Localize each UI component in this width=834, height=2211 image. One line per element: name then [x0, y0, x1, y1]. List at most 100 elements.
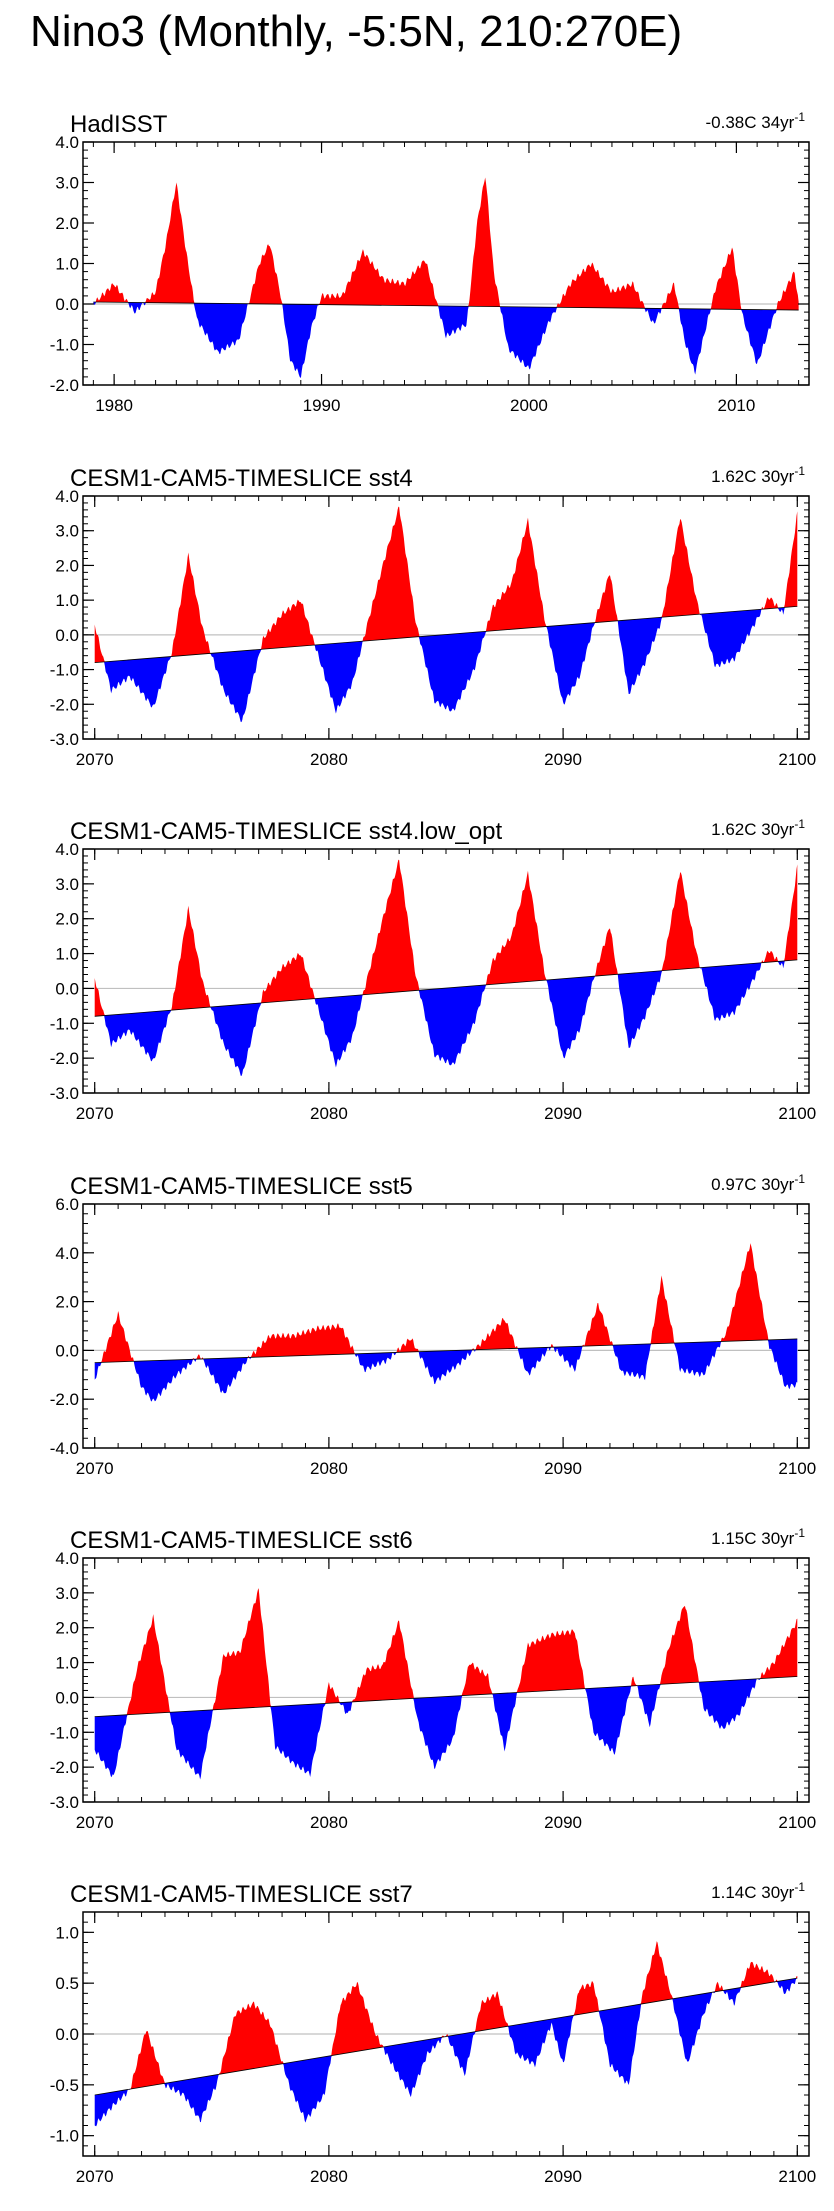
x-tick-label: 1990 [303, 396, 341, 415]
y-tick-label: 1.0 [55, 1923, 79, 1942]
anomaly-positive-area [94, 1941, 798, 2095]
panel-title: CESM1-CAM5-TIMESLICE sst7 [70, 1881, 413, 1908]
y-tick-label: -3.0 [50, 1793, 79, 1812]
trend-label: 1.14C 30yr-1 [711, 1880, 805, 1902]
y-tick-label: 3.0 [55, 522, 79, 541]
panel-title: CESM1-CAM5-TIMESLICE sst4.low_opt [70, 818, 502, 845]
y-tick-label: 0.0 [55, 626, 79, 645]
panel-title: CESM1-CAM5-TIMESLICE sst5 [70, 1173, 413, 1200]
y-tick-label: -4.0 [50, 1439, 79, 1458]
x-tick-label: 2080 [310, 1813, 348, 1832]
plot-area [83, 1243, 809, 1402]
panel-3: -3.0 -2.0 -1.0 0.0 1.0 2.0 3.0 4.0 2070 2080 2090 2… [50, 817, 817, 1123]
y-tick-label: -2.0 [50, 1758, 79, 1777]
plot-area [83, 177, 809, 378]
trend-line [94, 1676, 798, 1717]
y-tick-label: 2.0 [55, 214, 79, 233]
anomaly-negative-area [94, 959, 798, 1077]
x-tick-label: 2100 [778, 1459, 816, 1478]
trend-label-superscript: -1 [794, 1880, 805, 1894]
y-tick-label: 4.0 [55, 1549, 79, 1568]
y-tick-label: 0.5 [55, 1974, 79, 1993]
y-tick-label: 4.0 [55, 487, 79, 506]
x-tick-label: 2100 [778, 1813, 816, 1832]
x-tick-label: 1980 [95, 396, 133, 415]
x-tick-label: 2070 [76, 2167, 114, 2186]
plot-area [83, 1588, 809, 1780]
y-tick-label: 6.0 [55, 1195, 79, 1214]
x-tick-label: 2080 [310, 1459, 348, 1478]
panel-1: -2.0 -1.0 0.0 1.0 2.0 3.0 4.0 1980 1990 2000 2010 H… [50, 110, 810, 415]
figure-title: Nino3 (Monthly, -5:5N, 210:270E) [30, 7, 682, 56]
x-tick-label: 2100 [778, 750, 816, 769]
anomaly-negative-area [94, 1978, 798, 2127]
plot-area [83, 506, 809, 723]
y-tick-label: -2.0 [50, 695, 79, 714]
y-tick-label: 0.0 [55, 1341, 79, 1360]
x-tick-label: 2080 [310, 2167, 348, 2186]
y-tick-label: 4.0 [55, 133, 79, 152]
y-tick-label: 0.0 [55, 2025, 79, 2044]
y-tick-label: -2.0 [50, 1049, 79, 1068]
y-tick-label: -2.0 [50, 376, 79, 395]
trend-label: 0.97C 30yr-1 [711, 1172, 805, 1194]
anomaly-negative-area [93, 301, 799, 378]
anomaly-negative-area [94, 1676, 798, 1780]
x-tick-label: 2090 [544, 1459, 582, 1478]
trend-label-superscript: -1 [794, 464, 805, 478]
x-tick-label: 2080 [310, 750, 348, 769]
trend-line [94, 1338, 798, 1363]
y-tick-label: -1.0 [50, 336, 79, 355]
trend-line [94, 959, 798, 1017]
x-tick-label: 2070 [76, 750, 114, 769]
y-tick-label: 3.0 [55, 174, 79, 193]
panel-5: -3.0 -2.0 -1.0 0.0 1.0 2.0 3.0 4.0 2070 2080 2090 2… [50, 1526, 817, 1832]
y-tick-label: 2.0 [55, 1619, 79, 1638]
y-tick-label: 2.0 [55, 556, 79, 575]
y-tick-label: 4.0 [55, 840, 79, 859]
x-tick-label: 2070 [76, 1459, 114, 1478]
y-tick-label: 2.0 [55, 1293, 79, 1312]
x-tick-label: 2090 [544, 1104, 582, 1123]
anomaly-positive-area [93, 177, 799, 311]
y-tick-label: -2.0 [50, 1390, 79, 1409]
y-tick-label: -1.0 [50, 1723, 79, 1742]
y-tick-label: 1.0 [55, 255, 79, 274]
x-tick-label: 2100 [778, 2167, 816, 2186]
y-tick-label: 0.0 [55, 1688, 79, 1707]
plot-area [83, 1941, 809, 2127]
y-tick-label: 3.0 [55, 875, 79, 894]
x-tick-label: 2010 [717, 396, 755, 415]
y-tick-label: 3.0 [55, 1584, 79, 1603]
y-tick-label: 4.0 [55, 1244, 79, 1263]
x-tick-label: 2100 [778, 1104, 816, 1123]
panel-title: CESM1-CAM5-TIMESLICE sst6 [70, 1527, 413, 1554]
y-tick-label: -0.5 [50, 2076, 79, 2095]
x-tick-label: 2000 [510, 396, 548, 415]
panel-2: -3.0 -2.0 -1.0 0.0 1.0 2.0 3.0 4.0 2070 2080 2090 2… [50, 464, 817, 769]
y-tick-label: 0.0 [55, 979, 79, 998]
trend-label-superscript: -1 [794, 110, 805, 124]
plot-area [83, 859, 809, 1077]
x-tick-label: 2070 [76, 1813, 114, 1832]
y-tick-label: -1.0 [50, 1014, 79, 1033]
y-tick-label: -3.0 [50, 1084, 79, 1103]
anomaly-negative-area [94, 606, 798, 723]
panel-title: HadISST [70, 111, 168, 138]
trend-label-superscript: -1 [794, 1526, 805, 1540]
trend-label: 1.15C 30yr-1 [711, 1526, 805, 1548]
x-tick-label: 2090 [544, 1813, 582, 1832]
x-tick-label: 2080 [310, 1104, 348, 1123]
panel-title: CESM1-CAM5-TIMESLICE sst4 [70, 465, 413, 492]
y-tick-label: -1.0 [50, 661, 79, 680]
panel-4: -4.0 -2.0 0.0 2.0 4.0 6.0 2070 2080 2090 2100 CESM… [50, 1172, 817, 1478]
panel-6: -1.0 -0.5 0.0 0.5 1.0 2070 2080 2090 2100 CESM1-C… [50, 1880, 817, 2186]
y-tick-label: 0.0 [55, 295, 79, 314]
y-tick-label: 1.0 [55, 1654, 79, 1673]
trend-label: -0.38C 34yr-1 [706, 110, 806, 132]
axes-frame [82, 1203, 810, 1449]
trend-line [94, 1977, 798, 2096]
trend-label: 1.62C 30yr-1 [711, 817, 805, 839]
anomaly-negative-area [94, 1338, 798, 1402]
